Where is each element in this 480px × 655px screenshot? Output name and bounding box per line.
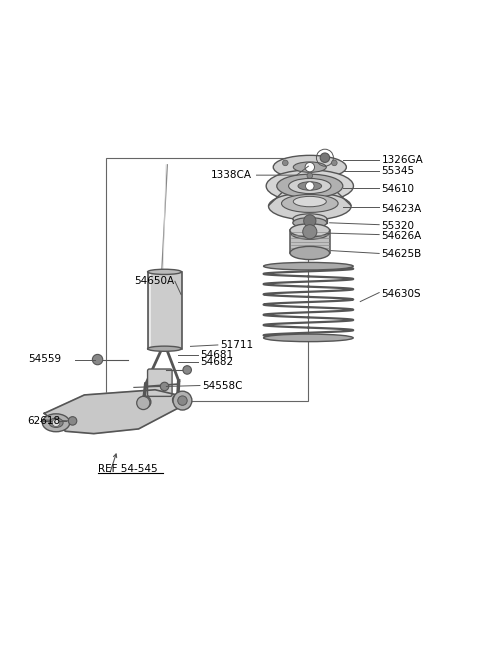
Circle shape (305, 162, 314, 172)
Circle shape (332, 160, 337, 166)
Ellipse shape (293, 217, 327, 228)
Ellipse shape (293, 196, 326, 207)
Text: 54558C: 54558C (202, 381, 243, 390)
Ellipse shape (290, 246, 330, 259)
Circle shape (304, 215, 316, 227)
Ellipse shape (264, 263, 353, 270)
Text: 54681: 54681 (200, 350, 233, 360)
Circle shape (160, 383, 169, 390)
Ellipse shape (147, 346, 181, 351)
Ellipse shape (49, 418, 63, 428)
Text: 51711: 51711 (220, 340, 253, 350)
Ellipse shape (268, 193, 351, 220)
Polygon shape (44, 390, 183, 434)
Ellipse shape (266, 170, 353, 202)
Text: REF 54-545: REF 54-545 (97, 464, 157, 474)
Circle shape (52, 419, 60, 426)
Circle shape (178, 396, 187, 405)
Circle shape (307, 173, 312, 178)
Text: 54623A: 54623A (382, 204, 422, 214)
Ellipse shape (273, 155, 347, 179)
Text: 1338CA: 1338CA (211, 170, 252, 180)
Bar (147, 272, 181, 348)
Ellipse shape (147, 269, 181, 274)
FancyBboxPatch shape (147, 369, 172, 396)
Circle shape (282, 160, 288, 166)
Ellipse shape (42, 414, 70, 432)
Circle shape (183, 365, 192, 374)
Ellipse shape (298, 181, 322, 190)
Circle shape (303, 225, 317, 239)
Text: 54626A: 54626A (382, 231, 422, 240)
Text: 54630S: 54630S (382, 289, 421, 299)
Ellipse shape (291, 227, 329, 239)
Bar (290, 231, 330, 253)
Bar (106, 158, 308, 401)
Text: 54559: 54559 (28, 354, 61, 364)
Circle shape (137, 396, 150, 409)
Text: 55320: 55320 (382, 221, 415, 231)
Text: 1326GA: 1326GA (382, 155, 423, 165)
Ellipse shape (277, 174, 343, 198)
Ellipse shape (293, 162, 326, 172)
Text: 54650A: 54650A (134, 276, 174, 286)
Circle shape (68, 417, 77, 425)
Ellipse shape (264, 334, 353, 342)
Circle shape (172, 394, 183, 405)
Text: 55345: 55345 (382, 166, 415, 176)
Text: 54682: 54682 (200, 358, 233, 367)
Circle shape (139, 396, 151, 408)
Circle shape (320, 153, 330, 162)
Ellipse shape (291, 224, 329, 236)
Ellipse shape (288, 178, 331, 193)
Ellipse shape (293, 214, 327, 224)
Text: 62618: 62618 (28, 416, 61, 426)
Text: 54625B: 54625B (382, 250, 422, 259)
Ellipse shape (290, 224, 330, 237)
Circle shape (92, 354, 103, 365)
Circle shape (306, 181, 314, 190)
Text: 54610: 54610 (382, 184, 415, 195)
Circle shape (173, 391, 192, 410)
Ellipse shape (281, 195, 338, 212)
